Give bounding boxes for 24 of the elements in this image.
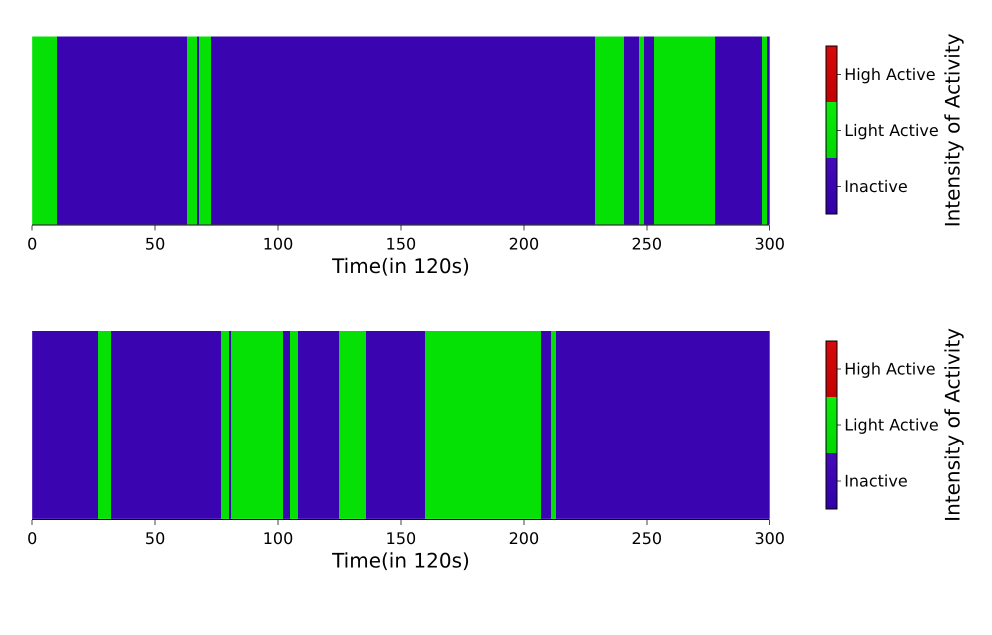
- x-axis-title: Time(in 120s): [331, 548, 470, 573]
- x-tick-label: 200: [508, 234, 540, 254]
- color-bar-label: High Active: [844, 360, 936, 378]
- x-tick-label: 100: [262, 234, 294, 254]
- x-tick-label: 0: [27, 529, 38, 548]
- color-bar-label: Inactive: [844, 176, 908, 196]
- x-tick-label: 250: [632, 234, 662, 254]
- color-bar-title: Intensity of Activity: [940, 328, 965, 522]
- x-tick-label: 300: [754, 529, 785, 548]
- x-tick-label: 300: [754, 234, 785, 254]
- x-tick-label: 0: [27, 234, 38, 254]
- color-bar-label: Light Active: [844, 120, 939, 140]
- x-tick-label: 50: [144, 529, 166, 548]
- x-axis-title: Time(in 120s): [331, 254, 470, 278]
- x-tick-label: 150: [386, 234, 416, 254]
- x-tick-label: 250: [632, 529, 662, 548]
- x-tick-label: 150: [386, 529, 416, 548]
- color-bar-label: Light Active: [844, 416, 939, 434]
- color-bar-title: Intensity of Activity: [940, 33, 965, 228]
- color-bar-label: Inactive: [844, 472, 908, 490]
- color-bar-label: High Active: [844, 64, 936, 84]
- x-tick-label: 200: [508, 529, 540, 548]
- x-tick-label: 100: [262, 529, 294, 548]
- x-tick-label: 50: [144, 234, 166, 254]
